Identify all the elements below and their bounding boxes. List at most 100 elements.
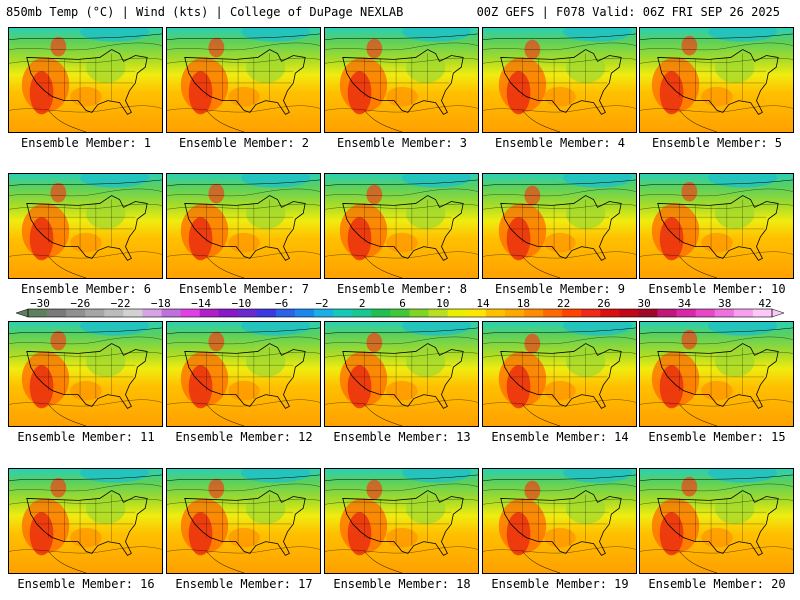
- colorbar-tick-label: 42: [758, 297, 771, 310]
- colorbar-segment: [657, 309, 677, 317]
- colorbar-segment: [714, 309, 735, 317]
- ensemble-map-panel: [8, 173, 163, 279]
- colorbar-segment: [619, 309, 639, 317]
- ensemble-map-panel: [324, 27, 479, 133]
- colorbar-tick-label: 10: [436, 297, 449, 310]
- model-run-valid-time: 00Z GEFS | F078 Valid: 06Z FRI SEP 26 20…: [476, 5, 780, 19]
- colorbar-tick-label: −22: [111, 297, 131, 310]
- colorbar-segment: [695, 309, 716, 317]
- ensemble-member-label: Ensemble Member: 20: [648, 577, 786, 591]
- colorbar-segment: [161, 309, 181, 317]
- colorbar-tick-label: 26: [597, 297, 610, 310]
- colorbar-segment: [733, 309, 754, 317]
- colorbar-tick-label: −14: [191, 297, 211, 310]
- colorbar-segment: [199, 309, 220, 317]
- colorbar-min-arrow: [15, 308, 29, 318]
- ensemble-map-panel: [482, 468, 637, 574]
- ensemble-member-label: Ensemble Member: 16: [17, 577, 155, 591]
- ensemble-member-label: Ensemble Member: 13: [333, 430, 471, 444]
- map-title: 850mb Temp (°C) | Wind (kts) | College o…: [6, 5, 404, 19]
- colorbar-max-arrow: [771, 308, 785, 318]
- ensemble-member-label: Ensemble Member: 14: [491, 430, 629, 444]
- ensemble-map-panel: [324, 173, 479, 279]
- ensemble-member-label: Ensemble Member: 17: [175, 577, 313, 591]
- ensemble-map-panel: [166, 173, 321, 279]
- ensemble-map-panel: [8, 27, 163, 133]
- colorbar-segment: [447, 309, 468, 317]
- colorbar-tick-label: 18: [517, 297, 530, 310]
- colorbar-tick-label: 34: [678, 297, 692, 310]
- ensemble-map-panel: [166, 321, 321, 427]
- ensemble-map-panel: [639, 27, 794, 133]
- colorbar-segment: [466, 309, 487, 317]
- colorbar-tick-label: −18: [151, 297, 171, 310]
- colorbar-segment: [485, 309, 506, 317]
- ensemble-map-panel: [324, 468, 479, 574]
- colorbar-tick-label: −26: [70, 297, 90, 310]
- colorbar-segment: [104, 309, 124, 317]
- ensemble-map-panel: [166, 468, 321, 574]
- colorbar-tick-label: 30: [638, 297, 651, 310]
- colorbar-segment: [352, 309, 372, 317]
- colorbar-segment: [504, 309, 525, 317]
- colorbar-tick-label: 14: [476, 297, 490, 310]
- ensemble-map-panel: [639, 173, 794, 279]
- colorbar-segment: [409, 309, 429, 317]
- ensemble-member-label: Ensemble Member: 18: [333, 577, 471, 591]
- ensemble-map-panel: [482, 321, 637, 427]
- colorbar-segment: [142, 309, 162, 317]
- ensemble-map-panel: [166, 27, 321, 133]
- ensemble-member-label: Ensemble Member: 7: [178, 282, 310, 296]
- ensemble-map-panel: [639, 321, 794, 427]
- ensemble-member-label: Ensemble Member: 15: [648, 430, 786, 444]
- colorbar-tick-label: −2: [315, 297, 328, 310]
- ensemble-member-label: Ensemble Member: 11: [17, 430, 155, 444]
- colorbar-segment: [47, 309, 67, 317]
- colorbar-segment: [295, 309, 315, 317]
- colorbar-segment: [638, 309, 658, 317]
- ensemble-member-label: Ensemble Member: 19: [491, 577, 629, 591]
- colorbar-segment: [123, 309, 143, 317]
- ensemble-map-panel: [8, 468, 163, 574]
- colorbar-segment: [428, 309, 448, 317]
- colorbar-tick-label: 38: [718, 297, 731, 310]
- ensemble-member-label: Ensemble Member: 6: [20, 282, 152, 296]
- ensemble-member-label: Ensemble Member: 1: [20, 136, 152, 150]
- ensemble-map-panel: [639, 468, 794, 574]
- colorbar-segment: [66, 309, 86, 317]
- ensemble-member-label: Ensemble Member: 5: [651, 136, 783, 150]
- colorbar-segment: [562, 309, 582, 317]
- ensemble-map-panel: [482, 27, 637, 133]
- colorbar-segment: [276, 309, 296, 317]
- colorbar-segment: [752, 309, 773, 317]
- ensemble-member-label: Ensemble Member: 9: [494, 282, 626, 296]
- colorbar-segment: [581, 309, 601, 317]
- ensemble-member-label: Ensemble Member: 3: [336, 136, 468, 150]
- colorbar-segment: [180, 309, 200, 317]
- colorbar-segment: [390, 309, 410, 317]
- ensemble-member-label: Ensemble Member: 8: [336, 282, 468, 296]
- ensemble-map-panel: [8, 321, 163, 427]
- colorbar-segment: [543, 309, 563, 317]
- colorbar-segment: [371, 309, 391, 317]
- colorbar-segment: [218, 309, 239, 317]
- colorbar-tick-label: 22: [557, 297, 570, 310]
- ensemble-member-label: Ensemble Member: 4: [494, 136, 626, 150]
- ensemble-map-panel: [482, 173, 637, 279]
- colorbar-segment: [524, 309, 544, 317]
- colorbar-segment: [28, 309, 48, 317]
- ensemble-map-panel: [324, 321, 479, 427]
- colorbar-tick-label: −6: [275, 297, 288, 310]
- colorbar-tick-label: −30: [30, 297, 50, 310]
- ensemble-member-label: Ensemble Member: 10: [648, 282, 786, 296]
- temperature-colorbar: −30 −26 −22 −18 −14 −10 −6 −2 2 6 10 14 18 22 26 30 34 38…: [15, 297, 785, 318]
- colorbar-segment: [600, 309, 620, 317]
- colorbar-segment: [676, 309, 696, 317]
- colorbar-segment: [256, 309, 277, 317]
- colorbar-tick-label: 6: [399, 297, 406, 310]
- colorbar-segment: [237, 309, 258, 317]
- ensemble-member-label: Ensemble Member: 12: [175, 430, 313, 444]
- ensemble-member-label: Ensemble Member: 2: [178, 136, 310, 150]
- colorbar-segment: [314, 309, 334, 317]
- colorbar-segment: [85, 309, 105, 317]
